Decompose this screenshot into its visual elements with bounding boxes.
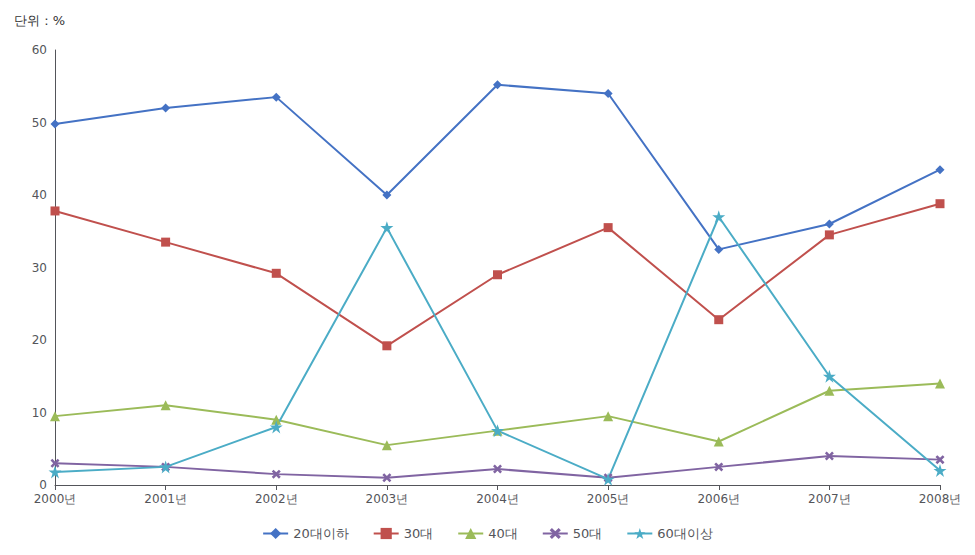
- svg-text:2004년: 2004년: [476, 492, 519, 506]
- svg-text:50: 50: [32, 116, 47, 130]
- svg-text:30대: 30대: [404, 526, 434, 541]
- svg-text:2002년: 2002년: [255, 492, 298, 506]
- svg-text:20: 20: [32, 333, 47, 347]
- svg-text:40대: 40대: [488, 526, 518, 541]
- svg-text:60대이상: 60대이상: [657, 526, 713, 541]
- svg-text:2008년: 2008년: [919, 492, 962, 506]
- svg-text:2000년: 2000년: [34, 492, 77, 506]
- svg-text:50대: 50대: [573, 526, 603, 541]
- svg-text:0: 0: [39, 478, 47, 492]
- svg-text:60: 60: [32, 43, 47, 57]
- svg-text:단위 : %: 단위 : %: [14, 13, 65, 28]
- svg-text:10: 10: [32, 406, 47, 420]
- svg-text:20대이하: 20대이하: [293, 526, 349, 541]
- svg-text:2007년: 2007년: [808, 492, 851, 506]
- svg-text:40: 40: [32, 188, 47, 202]
- svg-text:30: 30: [32, 261, 47, 275]
- svg-text:2006년: 2006년: [697, 492, 740, 506]
- svg-text:2005년: 2005년: [587, 492, 630, 506]
- svg-text:2003년: 2003년: [366, 492, 409, 506]
- svg-text:2001년: 2001년: [144, 492, 187, 506]
